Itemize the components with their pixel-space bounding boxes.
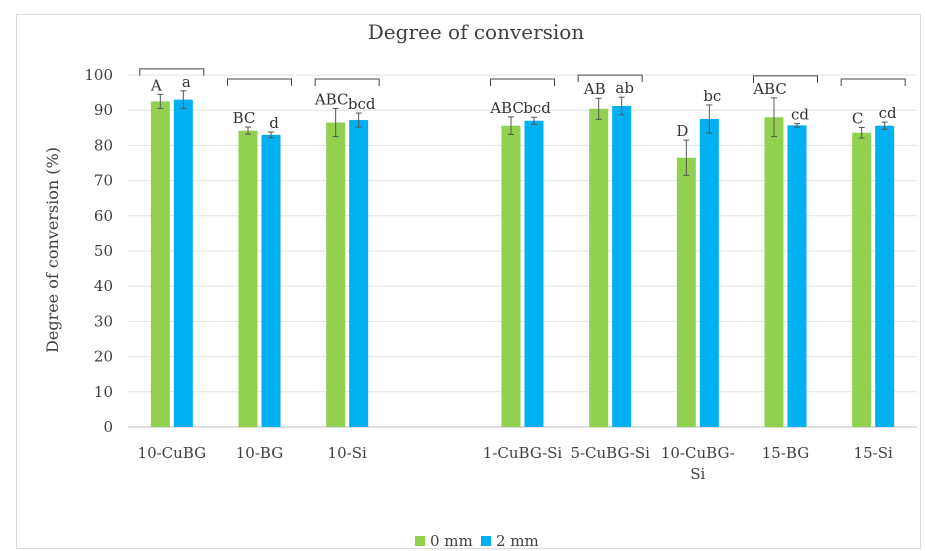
group-brackets (139, 68, 906, 86)
x-tick-label: 15-Si (854, 444, 893, 462)
bar (612, 105, 632, 427)
x-tick-label: 10-CuBG (138, 444, 207, 462)
legend-label: 2 mm (496, 532, 539, 550)
group-bracket (840, 78, 906, 86)
bar (349, 120, 369, 427)
bar (524, 120, 544, 427)
x-tick-label: 15-BG (762, 444, 809, 462)
error-bars (157, 90, 888, 176)
significance-letter: ABC (752, 80, 787, 98)
y-tick-label: 20 (94, 348, 113, 366)
bar (787, 125, 807, 427)
bar (238, 130, 258, 427)
x-tick-label: Si (690, 465, 705, 483)
bar (150, 101, 170, 428)
y-axis-label: Degree of conversion (%) (43, 147, 62, 353)
group-bracket (227, 78, 292, 86)
x-tick-label: 10-CuBG- (661, 444, 735, 462)
y-tick-label: 100 (84, 66, 113, 84)
y-tick-label: 30 (94, 312, 113, 330)
bar (699, 119, 719, 427)
significance-letter: D (676, 122, 688, 140)
y-tick-label: 90 (94, 101, 113, 119)
y-tick-label: 80 (94, 136, 113, 154)
x-axis-categories: 10-CuBG 10-BG 10-Si 1-CuBG-Si 5-CuBG-Si 10-Cu… (138, 444, 893, 483)
bar (764, 117, 784, 428)
x-tick-label: 1-CuBG-Si (483, 444, 563, 462)
bar (173, 99, 193, 427)
y-tick-label: 70 (94, 172, 113, 190)
y-axis-ticks: 0 10 20 30 40 50 60 70 80 90 100 (84, 66, 113, 436)
significance-letter: cd (791, 106, 809, 124)
bars (150, 99, 895, 428)
group-bracket (139, 68, 205, 76)
significance-letter: ABC (489, 99, 524, 117)
y-tick-label: 60 (94, 207, 113, 225)
y-tick-label: 10 (94, 383, 113, 401)
significance-letter: bcd (523, 99, 551, 117)
significance-letter: a (182, 73, 191, 91)
gridlines (128, 74, 917, 393)
legend-swatch (415, 536, 425, 546)
y-tick-label: 40 (94, 277, 113, 295)
chart-frame (16, 14, 921, 549)
bar (261, 134, 281, 427)
bar (501, 125, 521, 428)
significance-letter: ab (615, 79, 634, 97)
group-bracket (577, 74, 643, 83)
significance-letter: BC (233, 109, 256, 127)
significance-letter: ABC (314, 90, 349, 108)
significance-letter: C (852, 109, 863, 127)
chart-title: Degree of conversion (368, 20, 585, 44)
group-bracket (314, 78, 380, 86)
x-tick-label: 10-BG (236, 444, 283, 462)
group-bracket (753, 75, 818, 83)
bar (676, 157, 696, 427)
bar (875, 125, 895, 428)
y-tick-label: 50 (94, 242, 113, 260)
x-tick-label: 5-CuBG-Si (570, 444, 650, 462)
legend-swatch (481, 536, 491, 546)
significance-letter: cd (879, 104, 897, 122)
significance-letter: bc (703, 87, 721, 105)
legend: 0 mm 2 mm (415, 532, 539, 550)
legend-label: 0 mm (430, 532, 473, 550)
significance-letter: d (269, 114, 279, 132)
y-tick-label: 0 (103, 418, 113, 436)
significance-letter: A (150, 76, 162, 94)
group-bracket (490, 78, 555, 86)
x-tick-label: 10-Si (328, 444, 367, 462)
bar (852, 132, 872, 427)
significance-letter: AB (583, 80, 606, 98)
bar (589, 108, 609, 428)
significance-letter: bcd (348, 95, 376, 113)
bar (326, 122, 346, 428)
